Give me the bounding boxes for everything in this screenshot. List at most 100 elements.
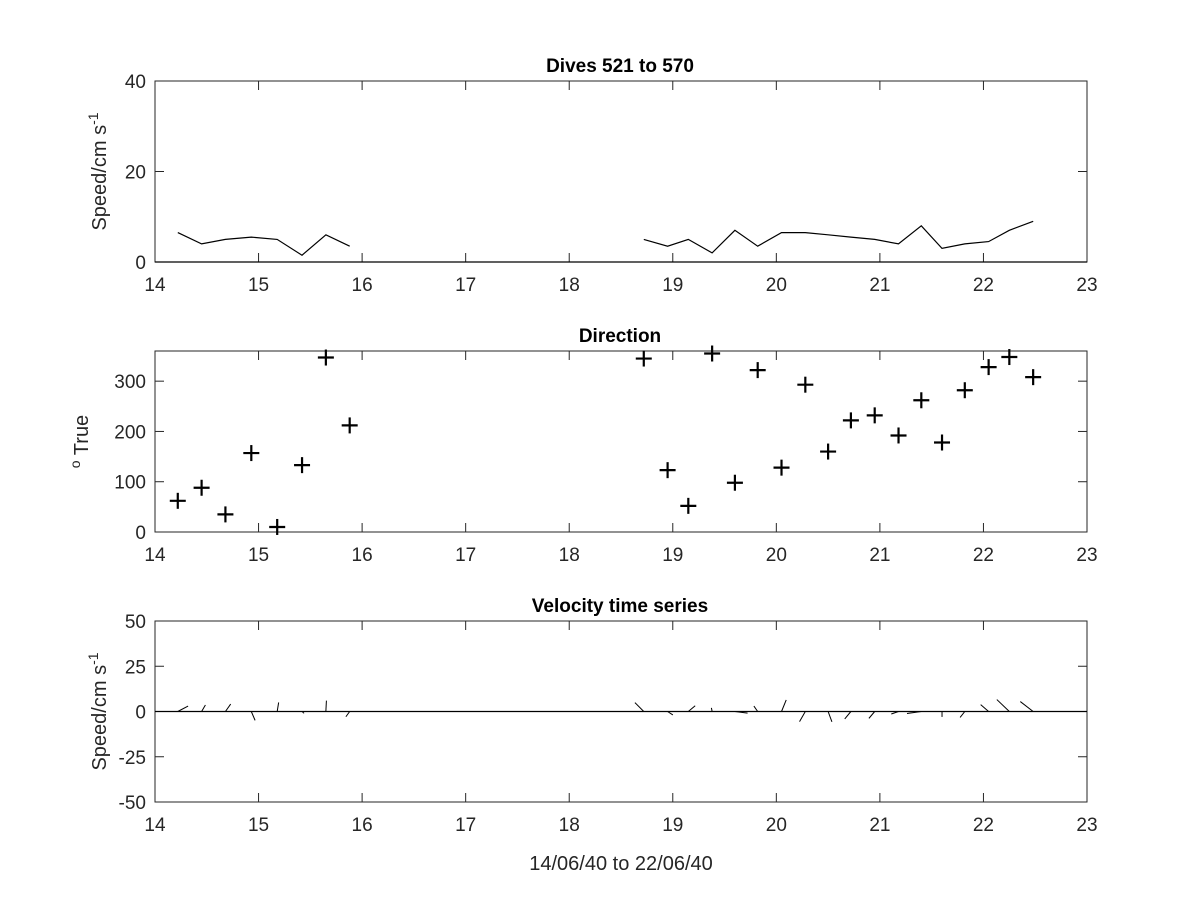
axes-box xyxy=(154,350,1088,533)
x-tick-label: 17 xyxy=(455,545,476,566)
velocity-stick xyxy=(980,704,989,712)
velocity-stick xyxy=(687,705,696,712)
velocity-stick xyxy=(827,711,833,722)
x-axis-label: 14/06/40 to 22/06/40 xyxy=(529,853,713,875)
y-axis-label: o True xyxy=(67,415,93,468)
x-tick-label: 23 xyxy=(1076,275,1097,296)
velocity-stick xyxy=(301,711,305,714)
direction-point xyxy=(726,474,743,491)
y-axis-label-text: Speed/cm s xyxy=(89,665,111,771)
velocity-stick xyxy=(1019,701,1034,712)
x-tick-label: 21 xyxy=(869,275,890,296)
x-tick-label: 15 xyxy=(248,275,269,296)
velocity-stick xyxy=(201,704,206,712)
direction-point xyxy=(866,407,883,424)
direction-point xyxy=(680,497,697,514)
velocity-stick xyxy=(276,702,280,712)
y-tick-label: 200 xyxy=(114,422,146,443)
x-tick-label: 16 xyxy=(352,815,373,836)
direction-point xyxy=(193,479,210,496)
x-tick-label: 20 xyxy=(766,815,787,836)
x-tick-label: 15 xyxy=(248,815,269,836)
y-tick-label: 40 xyxy=(125,72,146,93)
y-tick-label: 0 xyxy=(135,703,146,724)
y-axis-label: Speed/cm s-1 xyxy=(85,652,111,770)
velocity-stick xyxy=(868,711,876,719)
velocity-stick xyxy=(734,711,748,714)
y-tick-label: 100 xyxy=(114,473,146,494)
y-tick-label: 0 xyxy=(135,523,146,544)
direction-panel: 14 15 16 17 18 19 20 21 22 23 0 100 200 300 Direction o… xyxy=(67,326,1098,566)
x-tick-label: 21 xyxy=(869,545,890,566)
velocity-stick xyxy=(225,703,232,712)
direction-point xyxy=(956,382,973,399)
x-tick-label: 22 xyxy=(973,275,994,296)
direction-point xyxy=(1001,349,1018,366)
y-axis-label-sup: -1 xyxy=(85,112,101,125)
y-axis-label-sup: -1 xyxy=(85,652,101,665)
x-tick-label: 18 xyxy=(559,545,580,566)
velocity-stick xyxy=(177,705,189,712)
y-tick-label: 50 xyxy=(125,612,146,633)
velocity-stick xyxy=(799,711,806,722)
x-tick-label: 19 xyxy=(662,815,683,836)
direction-point xyxy=(169,492,186,509)
direction-point xyxy=(317,349,334,366)
velocity-stick xyxy=(634,702,645,712)
direction-point xyxy=(659,462,676,479)
velocity-stick xyxy=(753,705,759,712)
velocity-stick xyxy=(250,711,256,721)
x-tick-label: 14 xyxy=(144,815,166,836)
velocity-stick xyxy=(781,699,787,712)
x-tick-label: 21 xyxy=(869,815,890,836)
x-tick-label: 15 xyxy=(248,545,269,566)
x-tick-label: 22 xyxy=(973,545,994,566)
direction-point xyxy=(934,434,951,451)
x-tick-label: 22 xyxy=(973,815,994,836)
y-axis-label: Speed/cm s-1 xyxy=(85,112,111,230)
chart-title: Direction xyxy=(579,326,661,347)
velocity-stick xyxy=(325,700,327,712)
direction-point xyxy=(294,457,311,474)
velocity-stick xyxy=(906,711,922,714)
x-tick-label: 20 xyxy=(766,545,787,566)
x-tick-label: 18 xyxy=(559,275,580,296)
y-axis-label-text: True xyxy=(71,415,93,461)
chart-title: Dives 521 to 570 xyxy=(546,56,694,77)
y-tick-label: 25 xyxy=(125,657,146,678)
x-tick-label: 17 xyxy=(455,815,476,836)
y-tick-label: 20 xyxy=(125,163,146,184)
velocity-stick xyxy=(891,711,899,715)
x-tick-label: 20 xyxy=(766,275,787,296)
velocity-stick xyxy=(710,707,713,712)
velocity-stick xyxy=(844,711,852,720)
direction-point xyxy=(890,427,907,444)
direction-point xyxy=(820,443,837,460)
direction-point xyxy=(635,350,652,367)
direction-point xyxy=(704,345,721,362)
velocity-stick xyxy=(996,699,1010,712)
y-tick-label: -25 xyxy=(119,748,146,769)
speed-line-segment xyxy=(177,232,350,256)
speed-line-segment xyxy=(643,220,1034,254)
direction-point xyxy=(217,506,234,523)
speed-panel: 14 15 16 17 18 19 20 21 22 23 0 20 40 Dives 521 to 57… xyxy=(85,56,1098,296)
x-tick-label: 16 xyxy=(352,545,373,566)
y-tick-label: 0 xyxy=(135,253,146,274)
velocity-stick xyxy=(345,711,351,718)
y-axis-label-text: Speed/cm s xyxy=(89,125,111,231)
direction-point xyxy=(980,359,997,376)
direction-point xyxy=(913,392,930,409)
direction-point xyxy=(243,445,260,462)
x-tick-label: 17 xyxy=(455,275,476,296)
x-tick-label: 19 xyxy=(662,275,683,296)
velocity-panel: 14 15 16 17 18 19 20 21 22 23 -50 -25 0 25 50 Velocity … xyxy=(85,596,1098,875)
direction-point xyxy=(797,376,814,393)
x-tick-label: 14 xyxy=(144,545,166,566)
direction-point xyxy=(842,412,859,429)
y-tick-label: -50 xyxy=(119,793,146,814)
x-tick-label: 14 xyxy=(144,275,166,296)
direction-point xyxy=(749,362,766,379)
velocity-stick xyxy=(959,711,966,718)
